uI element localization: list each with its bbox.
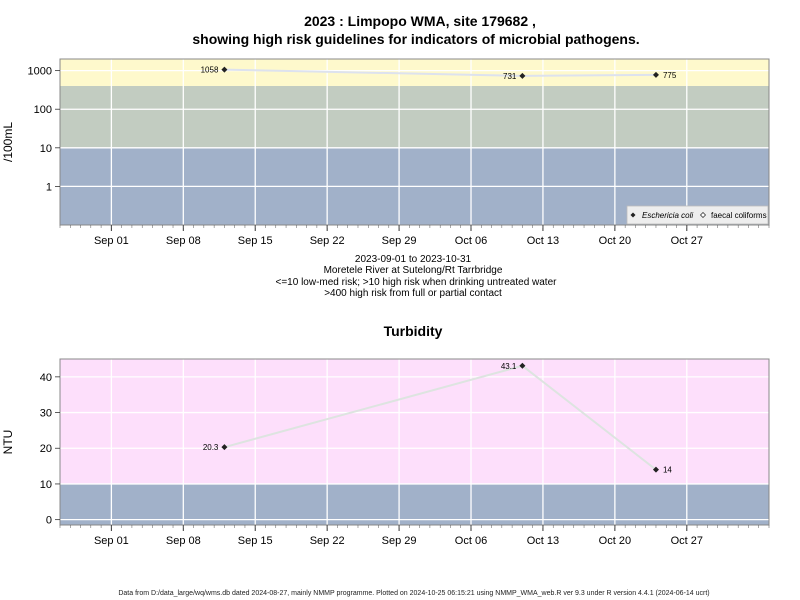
grid-lines (60, 359, 769, 525)
data-label-0: 20.3 (203, 443, 219, 452)
data-label-2: 775 (663, 71, 677, 80)
turbidity-title: Turbidity (384, 323, 443, 339)
turbidity-series: 20.3 43.1 14 (203, 362, 673, 475)
y-tick-label-1: 10 (40, 143, 52, 155)
legend-marker-ecoli (630, 212, 636, 218)
y-axis-label: /100mL (1, 122, 15, 162)
chart-title-line1: 2023 : Limpopo WMA, site 179682 , (304, 13, 536, 29)
data-point-1 (519, 362, 526, 369)
x-tick-label-2: Sep 15 (238, 535, 273, 547)
x-tick-label-0: Sep 01 (94, 535, 129, 547)
x-tick-label-1: Sep 08 (166, 235, 201, 247)
x-tick-label-8: Oct 27 (671, 235, 703, 247)
x-tick-label-1: Sep 08 (166, 535, 201, 547)
x-axis: Sep 01 Sep 08 Sep 15 Sep 22 Sep 29 Oct 06 Oct … (59, 525, 770, 547)
y-axis: 1 10 100 1000 (28, 66, 60, 193)
plot-frame (59, 58, 770, 226)
data-point-0 (221, 444, 228, 451)
data-label-2: 14 (663, 466, 672, 475)
x-tick-label-4: Sep 29 (382, 535, 417, 547)
risk-band-1 (60, 359, 769, 484)
x-tick-label-8: Oct 27 (671, 535, 703, 547)
plot-frame (59, 358, 770, 526)
x-tick-label-4: Sep 29 (382, 235, 417, 247)
data-point-2 (652, 71, 659, 78)
x-tick-label-2: Sep 15 (238, 235, 273, 247)
legend-label-faecal: faecal coliforms (711, 211, 767, 220)
y-axis-label: NTU (1, 430, 15, 455)
y-tick-label-2: 20 (40, 443, 52, 455)
x-tick-label-5: Oct 06 (455, 235, 487, 247)
data-label-0: 1058 (201, 66, 219, 75)
chart-title-line2: showing high risk guidelines for indicat… (192, 31, 639, 47)
y-tick-label-0: 0 (46, 515, 52, 527)
x-tick-label-5: Oct 06 (455, 535, 487, 547)
turbidity-panel: 20.3 43.1 14 Sep 01 Sep 08 Sep 15 Sep 22 Sep 2… (1, 358, 770, 547)
y-tick-label-3: 1000 (28, 66, 52, 78)
x-axis: Sep 01 Sep 08 Sep 15 Sep 22 Sep 29 Oct 06 Oct … (59, 225, 770, 247)
y-axis: 0 10 20 30 40 (40, 372, 60, 527)
x-tick-label-6: Oct 13 (527, 535, 559, 547)
data-label-1: 43.1 (501, 362, 517, 371)
risk-note-drinking: <=10 low-med risk; >10 high risk when dr… (276, 277, 558, 288)
data-point-2 (652, 466, 659, 473)
ecoli-series: 1058 731 775 (201, 66, 677, 81)
x-tick-label-3: Sep 22 (310, 535, 345, 547)
x-tick-label-3: Sep 22 (310, 235, 345, 247)
data-point-0 (221, 66, 228, 73)
date-range: 2023-09-01 to 2023-10-31 (355, 254, 472, 265)
y-tick-label-3: 30 (40, 408, 52, 420)
legend-marker-faecal (700, 212, 706, 218)
data-label-1: 731 (503, 72, 517, 81)
footer-note: Data from D:/data_large/wq/wms.db dated … (118, 590, 709, 597)
site-name: Moretele River at Sutelong/Rt Tarrbridge (324, 265, 503, 276)
x-tick-label-0: Sep 01 (94, 235, 129, 247)
risk-band-1 (60, 85, 769, 148)
risk-bands (60, 59, 769, 225)
x-tick-label-7: Oct 20 (599, 535, 631, 547)
risk-note-contact: >400 high risk from full or partial cont… (324, 288, 502, 299)
ecoli-panel: 1058 731 775 Sep 01 Sep 08 Sep 15 Sep 22 Sep 2… (1, 58, 770, 247)
legend-label-ecoli: Eschericia coli (642, 211, 693, 220)
y-tick-label-2: 100 (34, 104, 52, 116)
risk-band-0 (60, 483, 769, 525)
y-tick-label-4: 40 (40, 372, 52, 384)
grid-lines (60, 59, 769, 225)
x-tick-label-7: Oct 20 (599, 235, 631, 247)
y-tick-label-0: 1 (46, 181, 52, 193)
legend-box (626, 205, 769, 225)
data-point-1 (519, 72, 526, 79)
risk-band-2 (60, 59, 769, 86)
risk-bands (60, 359, 769, 525)
y-tick-label-1: 10 (40, 479, 52, 491)
x-tick-label-6: Oct 13 (527, 235, 559, 247)
legend: Eschericia coli faecal coliforms (626, 205, 769, 225)
